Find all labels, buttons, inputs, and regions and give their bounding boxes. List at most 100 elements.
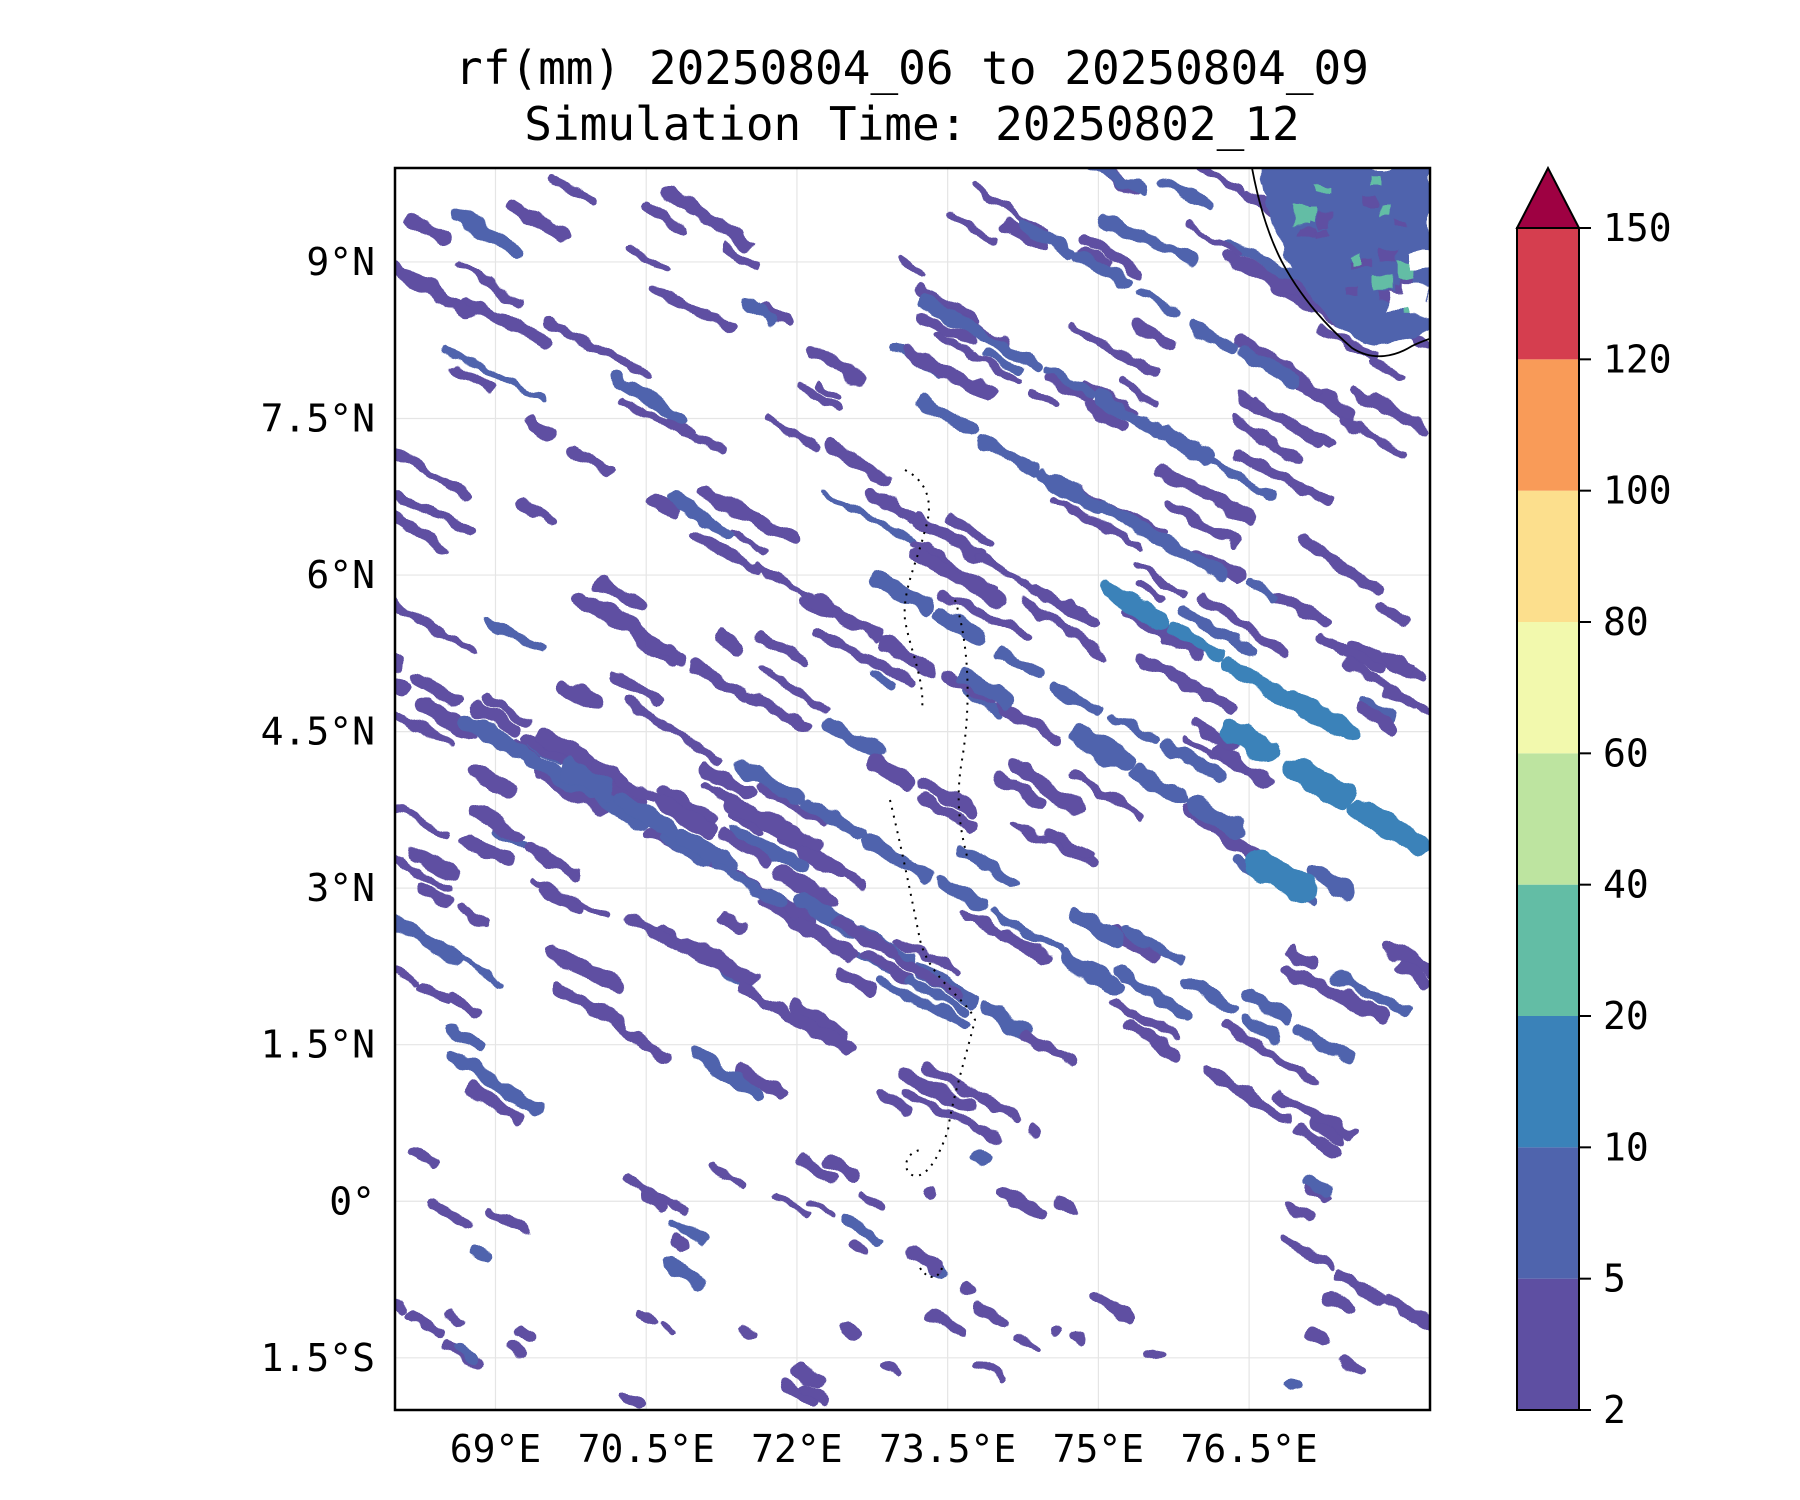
rain-streak (633, 1309, 658, 1328)
rain-streak (1250, 397, 1322, 448)
rain-band-segment (996, 701, 1064, 745)
colorbar-tick-label: 60 (1603, 731, 1649, 775)
rain-band-segment (469, 700, 522, 738)
rain-streak (754, 632, 813, 666)
plot-frame (393, 166, 1432, 1412)
rain-streak (406, 846, 462, 884)
rain-band-segment (1043, 365, 1096, 399)
rain-streak (447, 1049, 545, 1118)
colorbar-ticks: 2 5 10 20 40 60 80 100 120 150 (1579, 206, 1672, 1432)
rain-band-segment (772, 865, 838, 910)
y-tick-label: 0° (329, 1179, 375, 1223)
rain-band-segment (287, 600, 347, 641)
rain-streak (669, 1234, 690, 1252)
rain-streak (727, 825, 812, 875)
rain-streak (712, 630, 745, 656)
rain-streak (639, 1190, 667, 1213)
rain-streak (411, 1146, 439, 1168)
rain-band-segment (717, 829, 774, 867)
rain-band-segment (1156, 424, 1215, 465)
rain-streak (1134, 580, 1165, 603)
rain-streak (608, 372, 688, 425)
x-tick-label: 70.5°E (578, 1427, 715, 1471)
rain-band-segment (395, 1291, 407, 1315)
rain-streak (1131, 319, 1177, 350)
colorbar-tick-label: 40 (1603, 863, 1649, 907)
rain-streak (970, 1147, 993, 1166)
rain-band-segment (405, 1310, 446, 1339)
land-rain-cell (1344, 287, 1359, 296)
rain-streak (1154, 465, 1258, 524)
rain-streak (1313, 1135, 1342, 1159)
rain-band-segment (1069, 725, 1134, 772)
rain-band-segment (918, 792, 978, 832)
x-tick-label: 75°E (1053, 1427, 1145, 1471)
x-tick-label: 72°E (751, 1427, 843, 1471)
rain-streak (1240, 1012, 1282, 1046)
rain-streak (513, 1324, 537, 1343)
rain-streak (1097, 214, 1197, 266)
land-rain-cell (1369, 175, 1383, 187)
rain-band-segment (957, 667, 1017, 710)
rain-streak (524, 416, 555, 441)
rain-streak (1236, 450, 1334, 506)
rain-band-segment (1051, 681, 1104, 717)
y-tick-label: 1.5°S (261, 1336, 375, 1380)
rain-band-segment (734, 981, 795, 1021)
rain-streak (547, 946, 627, 994)
rain-streak (905, 1246, 945, 1274)
rain-streak (1178, 605, 1257, 658)
rain-streak (470, 763, 518, 798)
colorbar-tick-label: 150 (1603, 206, 1672, 250)
rain-streak (804, 1197, 834, 1217)
colorbar-tick-label: 80 (1603, 600, 1649, 644)
rain-streak (753, 783, 828, 827)
land-rain-cell (1364, 195, 1378, 209)
rain-streak (1166, 499, 1243, 549)
rain-streak (757, 662, 831, 715)
rain-bands (287, 218, 1430, 1339)
colorbar-tick-label: 120 (1603, 337, 1672, 381)
rain-streak (849, 1241, 870, 1258)
rain-streak (839, 1212, 884, 1246)
rain-streak (1027, 1124, 1040, 1137)
rain-streak (610, 671, 663, 706)
rain-streak (975, 1359, 1007, 1381)
latitude-ticks: 9°N 7.5°N 6°N 4.5°N 3°N 1.5°N 0° 1.5°S (261, 240, 375, 1380)
rain-band-segment (520, 749, 598, 801)
rain-band-segment (1208, 457, 1279, 501)
rain-streak (1068, 1328, 1086, 1343)
rain-streak (458, 296, 550, 346)
rain-streak (1189, 718, 1238, 753)
rain-streak (1158, 177, 1214, 211)
rain-streak (609, 1020, 671, 1063)
coastline (889, 168, 1430, 1278)
rain-streak (661, 1255, 708, 1291)
rain-streak (895, 1067, 978, 1114)
rain-band-segment (994, 645, 1045, 681)
rain-streak (959, 910, 1052, 965)
rain-band-segment (416, 697, 479, 741)
rain-band-segment (1220, 657, 1298, 709)
rain-band-segment (480, 693, 532, 727)
rain-band-segment (790, 914, 860, 962)
rain-streak (1230, 415, 1301, 465)
rain-streak (971, 1302, 1009, 1328)
colorbar-tick-label: 2 (1603, 1388, 1626, 1432)
rain-streak (654, 925, 758, 987)
rain-streak (825, 439, 892, 486)
rain-streak (403, 213, 451, 247)
rain-streak (395, 786, 452, 839)
rain-streak (697, 485, 800, 546)
rain-streak (902, 346, 998, 401)
rain-streak (395, 261, 475, 320)
rain-band-segment (860, 833, 935, 883)
rain-band-segment (743, 689, 811, 733)
land-rain-cell (1392, 220, 1405, 229)
rain-band-segment (1238, 346, 1302, 389)
rain-streak (556, 679, 603, 711)
y-tick-label: 1.5°N (261, 1023, 375, 1067)
rain-band-segment (571, 590, 639, 636)
colorbar-segment (1517, 359, 1579, 491)
